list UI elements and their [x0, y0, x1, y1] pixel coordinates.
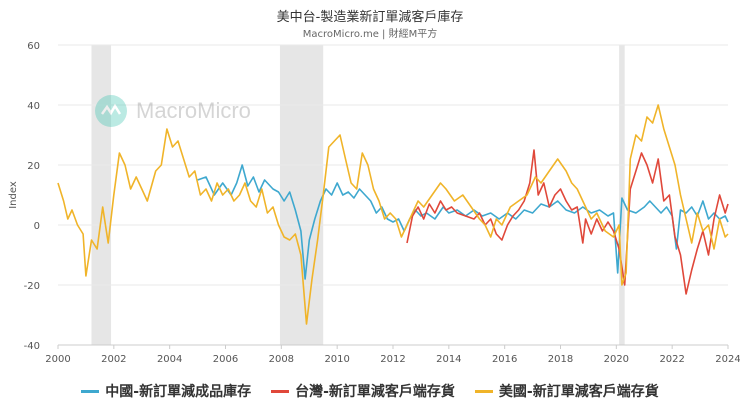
x-tick-label: 2004	[157, 354, 182, 365]
y-tick-label: 60	[27, 41, 40, 52]
x-tick-label: 2006	[213, 354, 238, 365]
x-tick-label: 2016	[492, 354, 517, 365]
x-tick-label: 2022	[659, 354, 684, 365]
x-tick-label: 2002	[101, 354, 126, 365]
x-tick-label: 2020	[604, 354, 629, 365]
x-tick-label: 2014	[436, 354, 461, 365]
x-tick-label: 2000	[45, 354, 70, 365]
legend-item-taiwan[interactable]: 台灣-新訂單減客戶端存貨	[271, 381, 455, 401]
legend-label-taiwan: 台灣-新訂單減客戶端存貨	[295, 384, 455, 400]
recession-band-2	[619, 45, 625, 345]
legend: 中國-新訂單減成品庫存 台灣-新訂單減客戶端存貨 美國-新訂單減客戶端存貨	[0, 381, 740, 401]
y-tick-label: -20	[24, 281, 40, 292]
x-tick-label: 2008	[269, 354, 294, 365]
chart-subtitle: MacroMicro.me | 財經M平方	[302, 29, 438, 40]
macromicro-logo-icon	[95, 95, 127, 127]
legend-swatch-china	[81, 389, 100, 393]
legend-swatch-usa	[474, 389, 493, 393]
legend-item-usa[interactable]: 美國-新訂單減客戶端存貨	[474, 381, 659, 401]
legend-item-china[interactable]: 中國-新訂單減成品庫存	[81, 381, 251, 401]
x-tick-label: 2010	[324, 354, 349, 365]
legend-label-usa: 美國-新訂單減客戶端存貨	[498, 384, 659, 400]
y-tick-label: 20	[27, 161, 40, 172]
y-tick-label: 0	[34, 221, 40, 232]
y-tick-label: 40	[27, 101, 40, 112]
series-line-usa	[57, 104, 729, 325]
legend-swatch-taiwan	[271, 389, 290, 393]
y-axis-label: Index	[8, 181, 19, 209]
legend-label-china: 中國-新訂單減成品庫存	[105, 384, 252, 400]
watermark: MacroMicro	[94, 94, 251, 128]
series-line-taiwan	[406, 149, 729, 295]
watermark-text: MacroMicro	[136, 98, 251, 123]
chart-title: 美中台-製造業新訂單減客戶庫存	[276, 10, 464, 25]
recession-band-1	[279, 45, 324, 345]
x-tick-label: 2024	[715, 354, 740, 365]
x-tick-label: 2018	[548, 354, 573, 365]
y-tick-label: -40	[24, 341, 40, 352]
x-tick-label: 2012	[380, 354, 405, 365]
recession-band-0	[91, 45, 112, 345]
